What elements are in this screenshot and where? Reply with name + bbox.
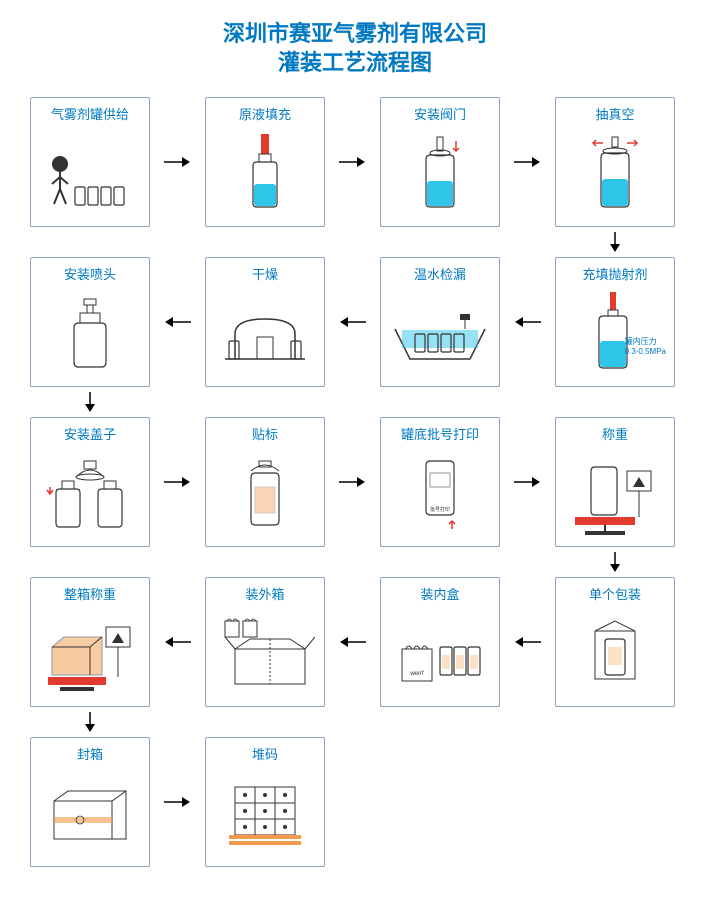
node-label: 安装喷头 <box>64 264 116 283</box>
flowchart-arrow <box>512 473 542 491</box>
node-sublabel: 罐内压力0.3-0.5MPa <box>625 337 666 356</box>
node-label: 封箱 <box>77 744 103 763</box>
labeling-icon <box>210 447 320 540</box>
flowchart-arrow <box>81 390 99 414</box>
svg-text:werrf: werrf <box>409 671 424 677</box>
flowchart-node: 装外箱 <box>205 577 325 707</box>
node-label: 整箱称重 <box>64 584 116 603</box>
flowchart-node: 安装阀门 <box>380 97 500 227</box>
flowchart-arrow <box>606 230 624 254</box>
single-pack-icon <box>560 607 670 700</box>
flowchart-arrow <box>162 473 192 491</box>
node-label: 气雾剂罐供给 <box>51 104 129 123</box>
flowchart-node: 整箱称重 <box>30 577 150 707</box>
vacuum-icon <box>560 127 670 220</box>
svg-text:批号打印: 批号打印 <box>430 506 450 513</box>
fill-liquid-icon <box>210 127 320 220</box>
node-label: 干燥 <box>252 264 278 283</box>
flowchart-arrow <box>337 153 367 171</box>
install-valve-icon <box>385 127 495 220</box>
flowchart-node: 单个包装 <box>555 577 675 707</box>
water-test-icon <box>385 287 495 380</box>
flowchart-node: 抽真空 <box>555 97 675 227</box>
supply-icon <box>35 127 145 220</box>
flowchart-node: 原液填充 <box>205 97 325 227</box>
flowchart-arrow <box>513 633 543 651</box>
flowchart-node: 安装喷头 <box>30 257 150 387</box>
weigh-icon <box>560 447 670 540</box>
install-nozzle-icon <box>35 287 145 380</box>
flowchart-diagram: 气雾剂罐供给 原液填充 安装阀门 抽真空 充填抛射剂 <box>30 97 680 897</box>
node-label: 充填抛射剂 <box>582 264 647 283</box>
flowchart-node: 干燥 <box>205 257 325 387</box>
box-weigh-icon <box>35 607 145 700</box>
node-label: 原液填充 <box>239 104 291 123</box>
dry-icon <box>210 287 320 380</box>
flowchart-arrow <box>162 793 192 811</box>
flowchart-arrow <box>163 313 193 331</box>
title-line-1: 深圳市赛亚气雾剂有限公司 <box>30 20 680 49</box>
propellant-icon <box>560 287 670 380</box>
node-label: 安装阀门 <box>414 104 466 123</box>
flowchart-arrow <box>338 633 368 651</box>
node-label: 装外箱 <box>245 584 284 603</box>
seal-box-icon <box>35 767 145 860</box>
flowchart-node: 温水检漏 <box>380 257 500 387</box>
flowchart-node: 贴标 <box>205 417 325 547</box>
outer-box-icon <box>210 607 320 700</box>
flowchart-node: 装内盒 werrf <box>380 577 500 707</box>
flowchart-node: 安装盖子 <box>30 417 150 547</box>
node-label: 贴标 <box>252 424 278 443</box>
flowchart-node: 罐底批号打印 批号打印 <box>380 417 500 547</box>
node-label: 称重 <box>602 424 628 443</box>
node-label: 堆码 <box>252 744 278 763</box>
flowchart-node: 充填抛射剂 罐内压力0.3-0.5MPa <box>555 257 675 387</box>
flowchart-node: 堆码 <box>205 737 325 867</box>
flowchart-arrow <box>337 473 367 491</box>
node-label: 罐底批号打印 <box>401 424 479 443</box>
node-label: 抽真空 <box>595 104 634 123</box>
flowchart-node: 气雾剂罐供给 <box>30 97 150 227</box>
install-cap-icon <box>35 447 145 540</box>
node-label: 装内盒 <box>420 584 459 603</box>
flowchart-arrow <box>163 633 193 651</box>
palletize-icon <box>210 767 320 860</box>
flowchart-arrow <box>606 550 624 574</box>
diagram-title: 深圳市赛亚气雾剂有限公司 灌装工艺流程图 <box>30 20 680 77</box>
node-label: 单个包装 <box>589 584 641 603</box>
flowchart-arrow <box>338 313 368 331</box>
inner-box-icon: werrf <box>385 607 495 700</box>
flowchart-arrow <box>513 313 543 331</box>
node-label: 安装盖子 <box>64 424 116 443</box>
flowchart-arrow <box>162 153 192 171</box>
title-line-2: 灌装工艺流程图 <box>30 49 680 78</box>
flowchart-node: 称重 <box>555 417 675 547</box>
flowchart-arrow <box>81 710 99 734</box>
node-label: 温水检漏 <box>414 264 466 283</box>
flowchart-node: 封箱 <box>30 737 150 867</box>
print-code-icon: 批号打印 <box>385 447 495 540</box>
flowchart-arrow <box>512 153 542 171</box>
